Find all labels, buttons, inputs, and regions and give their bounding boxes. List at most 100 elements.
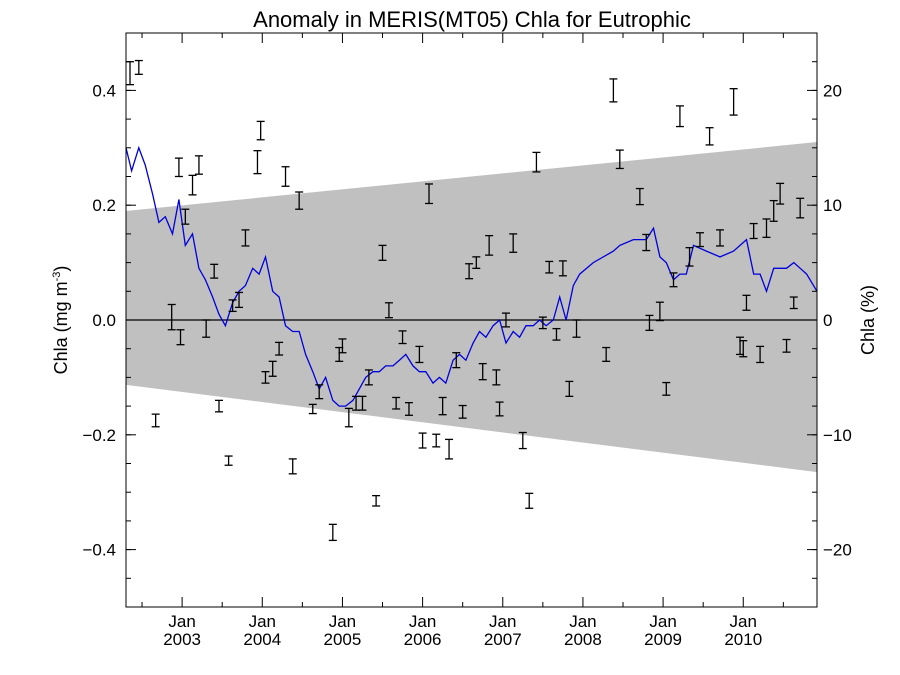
errorbar-51 (492, 369, 501, 386)
x-tick-year: 2007 (484, 630, 522, 649)
y-right-tick-label: −10 (823, 426, 852, 445)
errorbar-31 (358, 395, 367, 411)
errorbar-41 (425, 183, 434, 205)
errorbar-10 (210, 263, 219, 279)
x-axis: Jan2003Jan2004Jan2005Jan2006Jan2007Jan20… (141, 33, 784, 649)
errorbar-13 (228, 299, 237, 313)
y-axis-label-left-sup: -3 (51, 272, 63, 282)
errorbar-61 (558, 260, 567, 277)
errorbar-55 (518, 431, 527, 450)
errorbar-39 (415, 345, 424, 364)
errorbar-58 (538, 316, 547, 330)
errorbar-87 (782, 338, 791, 353)
errorbar-15 (241, 229, 250, 247)
errorbar-14 (235, 291, 244, 309)
errorbar-47 (465, 263, 474, 280)
errorbar-6 (181, 208, 190, 225)
errorbar-18 (261, 371, 270, 384)
errorbar-72 (669, 272, 678, 288)
errorbar-60 (552, 327, 561, 341)
errorbar-73 (675, 105, 684, 128)
errorbar-85 (769, 199, 778, 222)
errorbar-81 (742, 294, 751, 311)
x-tick-year: 2010 (724, 630, 762, 649)
errorbar-5 (176, 329, 185, 346)
errorbar-19 (268, 360, 277, 377)
y-tick-label: 0.0 (92, 311, 116, 330)
errorbar-points (126, 59, 805, 542)
errorbar-1 (134, 59, 143, 75)
x-tick-year: 2005 (324, 630, 362, 649)
errorbar-34 (378, 244, 387, 261)
errorbar-0 (126, 61, 135, 86)
errorbar-7 (188, 174, 197, 196)
errorbar-46 (458, 404, 467, 419)
errorbar-48 (472, 256, 481, 269)
errorbar-20 (275, 341, 284, 356)
errorbar-82 (749, 222, 758, 240)
y-tick-label: −0.4 (82, 541, 116, 560)
x-tick-month: Jan (168, 612, 195, 631)
blue-series-line (125, 145, 818, 407)
errorbar-16 (253, 150, 262, 175)
errorbar-8 (194, 155, 203, 175)
x-tick-month: Jan (409, 612, 436, 631)
errorbar-36 (392, 396, 401, 410)
x-tick-month: Jan (489, 612, 516, 631)
errorbar-45 (452, 352, 461, 369)
errorbar-68 (642, 233, 651, 252)
errorbar-52 (495, 401, 504, 417)
errorbar-80 (739, 340, 748, 358)
errorbar-44 (445, 438, 454, 460)
errorbar-71 (662, 381, 671, 396)
x-tick-year: 2003 (163, 630, 201, 649)
y-right-tick-label: 10 (823, 196, 842, 215)
left-y-axis: −0.4 −0.2 0.0 0.2 0.4 (82, 32, 136, 608)
errorbar-56 (525, 492, 534, 509)
errorbar-77 (716, 229, 725, 247)
errorbar-40 (418, 432, 427, 449)
errorbar-75 (695, 232, 704, 248)
errorbar-83 (756, 345, 765, 364)
errorbar-25 (315, 384, 324, 400)
errorbar-21 (281, 166, 290, 187)
y-tick-label: −0.2 (82, 426, 116, 445)
right-y-axis: −20 −10 0 10 20 (807, 32, 852, 608)
errorbar-69 (645, 314, 654, 331)
errorbar-64 (602, 346, 611, 362)
errorbar-17 (256, 120, 265, 141)
chart-title: Anomaly in MERIS(MT05) Chla for Eutrophi… (253, 7, 691, 32)
errorbar-43 (438, 396, 447, 416)
errorbar-4 (174, 157, 183, 178)
errorbar-26 (328, 523, 337, 542)
errorbar-49 (478, 362, 487, 381)
errorbar-9 (202, 319, 211, 338)
x-tick-month: Jan (249, 612, 276, 631)
x-tick-month: Jan (329, 612, 356, 631)
errorbar-35 (384, 302, 393, 319)
errorbar-89 (796, 197, 805, 219)
y-axis-label-left-text: Chla (mg m (51, 281, 71, 374)
y-right-tick-label: −20 (823, 541, 852, 560)
y-tick-label: 0.4 (92, 81, 116, 100)
errorbar-62 (565, 380, 574, 397)
errorbar-88 (789, 296, 798, 310)
x-tick-month: Jan (730, 612, 757, 631)
errorbar-59 (545, 260, 554, 274)
y-axis-label-right: Chla (%) (858, 285, 878, 355)
errorbar-24 (308, 403, 317, 415)
errorbar-37 (398, 330, 407, 345)
errorbar-54 (509, 233, 518, 253)
errorbar-28 (338, 338, 347, 354)
x-tick-year: 2006 (404, 630, 442, 649)
errorbar-22 (288, 458, 297, 475)
x-tick-month: Jan (649, 612, 676, 631)
errorbar-86 (776, 182, 785, 205)
confidence-band (126, 142, 817, 473)
errorbar-50 (485, 234, 494, 256)
errorbar-12 (224, 455, 233, 466)
errorbar-66 (615, 149, 624, 170)
errorbar-84 (762, 218, 771, 238)
band-area (126, 142, 817, 473)
errorbar-65 (609, 78, 618, 103)
